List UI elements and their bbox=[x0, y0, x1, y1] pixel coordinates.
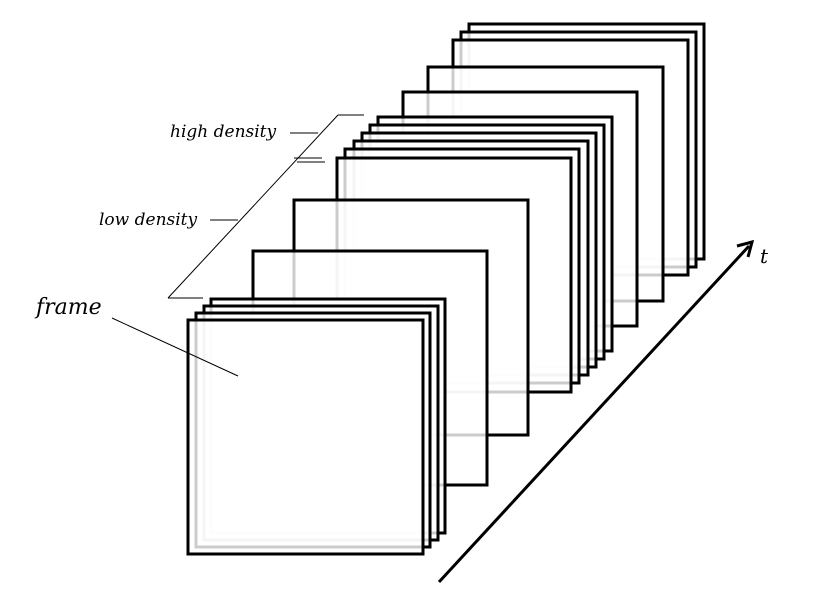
density-bracket bbox=[167, 114, 364, 299]
high-density-label: high density bbox=[170, 122, 277, 142]
frame-label: frame bbox=[34, 295, 102, 320]
bracket-diagonal bbox=[167, 114, 339, 299]
frame bbox=[186, 318, 425, 556]
time-axis-label: t bbox=[760, 244, 769, 268]
frame-leader bbox=[111, 317, 239, 377]
time-axis-line bbox=[437, 244, 751, 584]
low-density-label: low density bbox=[99, 210, 198, 230]
frames-group bbox=[186, 22, 706, 556]
time-axis-arrowhead bbox=[736, 239, 755, 258]
time-axis: t bbox=[437, 239, 769, 584]
